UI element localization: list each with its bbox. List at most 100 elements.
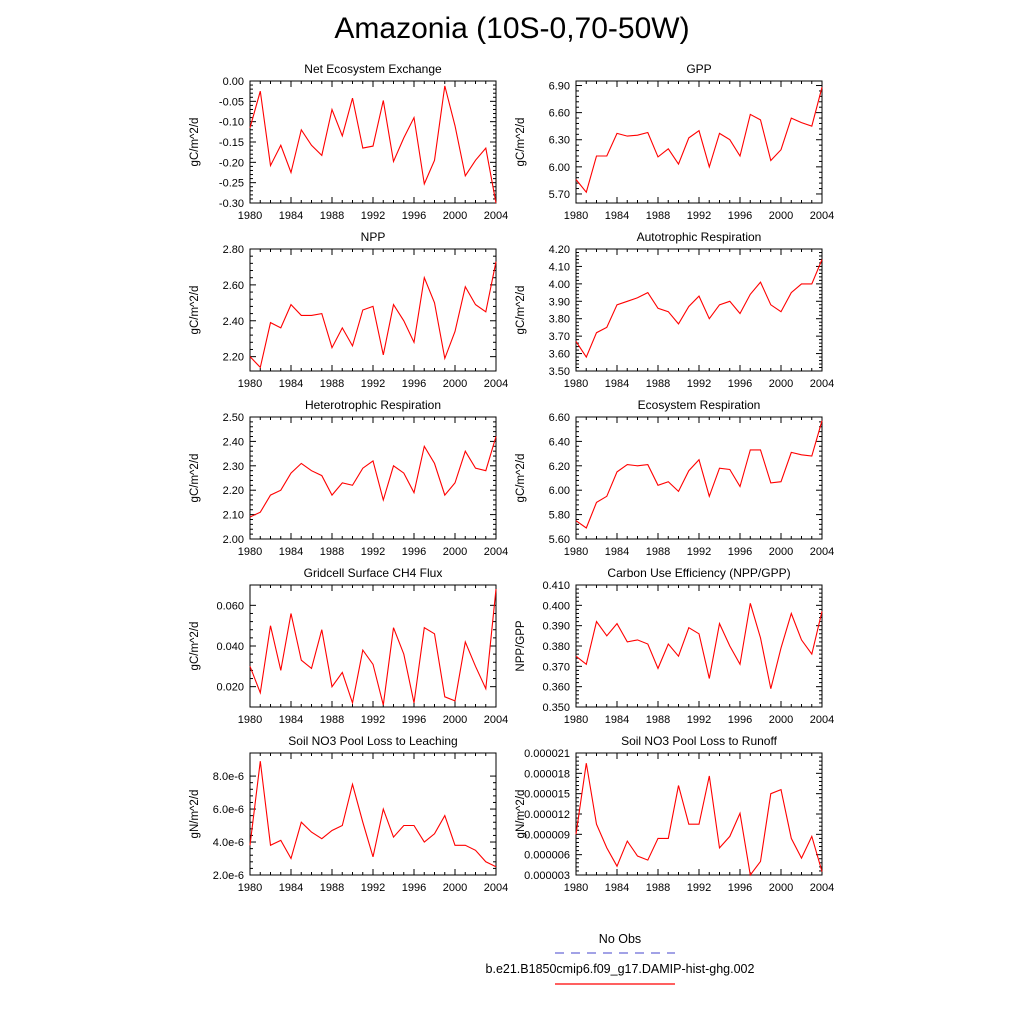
plot-frame xyxy=(249,584,497,708)
y-tick-label: -0.05 xyxy=(219,96,244,108)
x-tick-label: 2000 xyxy=(443,546,467,558)
x-tick-label: 2000 xyxy=(769,882,793,894)
x-tick-label: 1980 xyxy=(238,210,262,222)
panel-4: Autotrophic Respiration 1980 1984 1988 1992 1… xyxy=(515,230,834,390)
x-tick-label: 1992 xyxy=(361,378,385,390)
y-axis-label: gN/m^2/d xyxy=(515,790,527,839)
x-tick-label: 2004 xyxy=(810,882,834,894)
x-tick-label: 1988 xyxy=(646,378,670,390)
x-tick-label: 1988 xyxy=(646,714,670,726)
y-tick-label: 4.20 xyxy=(549,244,570,256)
y-tick-label: 6.00 xyxy=(549,162,570,174)
x-tick-label: 1992 xyxy=(361,210,385,222)
x-tick-label: 1988 xyxy=(320,714,344,726)
panel-2: GPP 1980 1984 1988 1992 1996 2000 2004 5.70 6.00 6… xyxy=(515,62,834,222)
x-tick-label: 2004 xyxy=(484,210,508,222)
panel-title: Carbon Use Efficiency (NPP/GPP) xyxy=(607,566,790,580)
y-axis-label: NPP/GPP xyxy=(515,620,527,671)
panel-title: Soil NO3 Pool Loss to Runoff xyxy=(621,734,778,748)
x-tick-label: 1980 xyxy=(238,882,262,894)
y-tick-label: 0.370 xyxy=(542,661,570,673)
x-tick-label: 1980 xyxy=(564,546,588,558)
panel-7: Gridcell Surface CH4 Flux 1980 1984 1988 199… xyxy=(189,566,508,726)
x-tick-label: 1996 xyxy=(402,546,426,558)
x-tick-label: 2004 xyxy=(484,714,508,726)
x-tick-label: 1984 xyxy=(279,378,303,390)
plot-frame xyxy=(249,80,497,204)
x-tick-label: 1988 xyxy=(320,882,344,894)
x-tick-label: 2004 xyxy=(484,378,508,390)
x-tick-label: 1980 xyxy=(564,882,588,894)
y-axis-label: gC/m^2/d xyxy=(189,454,201,503)
x-tick-label: 1996 xyxy=(728,378,752,390)
x-tick-label: 1988 xyxy=(320,210,344,222)
y-tick-label: 0.060 xyxy=(216,600,244,612)
x-tick-label: 2000 xyxy=(769,210,793,222)
x-tick-label: 1988 xyxy=(320,378,344,390)
panel-9: Soil NO3 Pool Loss to Leaching 1980 1984 19… xyxy=(189,734,508,894)
panel-title: Heterotrophic Respiration xyxy=(305,398,441,412)
x-tick-label: 1984 xyxy=(279,714,303,726)
y-tick-label: 2.80 xyxy=(223,244,244,256)
series-line xyxy=(575,87,823,194)
panel-10: Soil NO3 Pool Loss to Runoff 1980 1984 1988… xyxy=(515,734,834,894)
series-line xyxy=(575,420,823,529)
y-tick-label: 0.000009 xyxy=(524,829,570,841)
x-tick-label: 1980 xyxy=(238,714,262,726)
y-tick-label: 2.00 xyxy=(223,534,244,546)
panel-1: Net Ecosystem Exchange 1980 1984 1988 1992 19… xyxy=(189,62,508,222)
plot-frame xyxy=(575,752,823,876)
legend-label-run: b.e21.B1850cmip6.f09_g17.DAMIP-hist-ghg.… xyxy=(485,962,755,976)
panel-title: NPP xyxy=(361,230,386,244)
legend-line-no-obs xyxy=(555,952,675,954)
y-axis-label: gC/m^2/d xyxy=(189,622,201,671)
panel-title: Net Ecosystem Exchange xyxy=(304,62,442,76)
panel-8: Carbon Use Efficiency (NPP/GPP) 1980 1984 1… xyxy=(515,566,834,726)
plot-frame xyxy=(249,248,497,372)
y-tick-label: -0.20 xyxy=(219,157,244,169)
y-tick-label: 8.0e-6 xyxy=(213,771,244,783)
legend: No Obs b.e21.B1850cmip6.f09_g17.DAMIP-hi… xyxy=(440,930,800,990)
y-tick-label: -0.25 xyxy=(219,178,244,190)
y-tick-label: 5.80 xyxy=(549,510,570,522)
x-tick-label: 2004 xyxy=(810,714,834,726)
x-tick-label: 1980 xyxy=(238,378,262,390)
x-tick-label: 1980 xyxy=(564,714,588,726)
y-tick-label: 5.60 xyxy=(549,534,570,546)
x-tick-label: 1984 xyxy=(605,546,629,558)
y-tick-label: 6.60 xyxy=(549,108,570,120)
y-tick-label: 2.20 xyxy=(223,485,244,497)
y-tick-label: -0.10 xyxy=(219,117,244,129)
y-tick-label: 2.30 xyxy=(223,461,244,473)
x-tick-label: 1996 xyxy=(402,882,426,894)
x-tick-label: 2000 xyxy=(443,378,467,390)
x-tick-label: 1984 xyxy=(605,882,629,894)
x-tick-label: 1992 xyxy=(361,546,385,558)
x-tick-label: 1996 xyxy=(728,714,752,726)
y-tick-label: 6.60 xyxy=(549,412,570,424)
panel-5: Heterotrophic Respiration 1980 1984 1988 199… xyxy=(189,398,508,558)
x-tick-label: 1996 xyxy=(402,378,426,390)
x-tick-label: 1984 xyxy=(605,378,629,390)
y-tick-label: 2.40 xyxy=(223,436,244,448)
y-tick-label: -0.30 xyxy=(219,198,244,210)
x-tick-label: 1984 xyxy=(279,546,303,558)
series-line xyxy=(249,85,497,204)
plot-frame xyxy=(575,584,823,708)
plot-frame xyxy=(575,248,823,372)
x-tick-label: 1992 xyxy=(687,882,711,894)
y-axis-label: gN/m^2/d xyxy=(189,790,201,839)
x-tick-label: 1996 xyxy=(402,210,426,222)
y-tick-label: 3.60 xyxy=(549,349,570,361)
y-tick-label: 4.0e-6 xyxy=(213,837,244,849)
y-tick-label: 0.410 xyxy=(542,580,570,592)
y-tick-label: 0.040 xyxy=(216,641,244,653)
x-tick-label: 1980 xyxy=(238,546,262,558)
y-tick-label: 0.000006 xyxy=(524,850,570,862)
x-tick-label: 1984 xyxy=(605,210,629,222)
y-tick-label: 6.40 xyxy=(549,436,570,448)
x-tick-label: 1988 xyxy=(320,546,344,558)
x-tick-label: 1988 xyxy=(646,210,670,222)
y-tick-label: 0.390 xyxy=(542,621,570,633)
